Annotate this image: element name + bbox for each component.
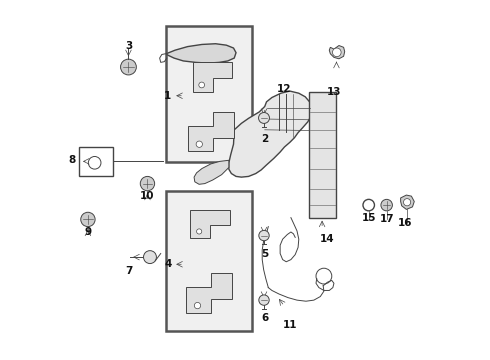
Circle shape [259, 113, 270, 123]
Text: 12: 12 [276, 84, 291, 94]
Text: 7: 7 [125, 266, 132, 276]
Polygon shape [188, 112, 234, 151]
Polygon shape [166, 44, 236, 63]
Polygon shape [194, 160, 229, 184]
Text: 17: 17 [379, 215, 394, 224]
Text: 1: 1 [164, 91, 171, 101]
Text: 5: 5 [261, 248, 269, 258]
Polygon shape [191, 211, 230, 238]
Polygon shape [329, 45, 344, 59]
Bar [166, 26, 252, 162]
Text: 6: 6 [261, 313, 269, 323]
Polygon shape [229, 91, 311, 177]
Circle shape [259, 230, 269, 241]
Polygon shape [401, 195, 414, 210]
Polygon shape [193, 62, 232, 92]
Circle shape [403, 199, 411, 206]
Circle shape [333, 48, 341, 57]
Polygon shape [186, 273, 232, 313]
Circle shape [121, 59, 136, 75]
Text: 16: 16 [397, 218, 412, 228]
Text: 11: 11 [283, 320, 297, 330]
Circle shape [196, 141, 202, 147]
Circle shape [196, 229, 202, 234]
Text: 14: 14 [320, 234, 335, 244]
Circle shape [144, 251, 156, 264]
Text: 10: 10 [140, 191, 155, 201]
Text: 15: 15 [362, 213, 376, 222]
Circle shape [140, 176, 155, 191]
Bar [166, 191, 252, 330]
Text: 9: 9 [84, 227, 92, 237]
Text: 8: 8 [69, 155, 76, 165]
Circle shape [199, 82, 204, 88]
Circle shape [259, 295, 269, 305]
Text: 3: 3 [125, 41, 132, 50]
Circle shape [195, 302, 200, 309]
Text: 4: 4 [164, 259, 171, 269]
Circle shape [381, 199, 392, 211]
Text: 2: 2 [261, 134, 269, 144]
Bar [309, 92, 336, 218]
Text: 13: 13 [327, 87, 341, 97]
Bar [79, 147, 113, 176]
Circle shape [81, 212, 95, 226]
